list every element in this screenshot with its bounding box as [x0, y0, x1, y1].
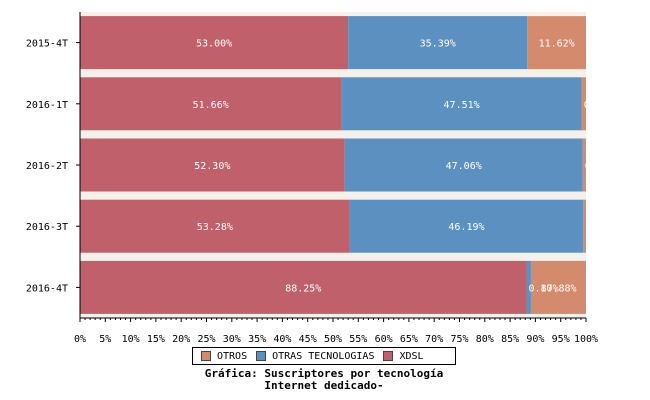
caption-line-2: Internet dedicado- [264, 379, 384, 392]
x-tick-label: 5% [99, 334, 111, 345]
chart-caption: Gráfica: Suscriptores por tecnología Int… [194, 368, 454, 392]
x-tick-label: 90% [526, 334, 544, 345]
x-tick-label: 55% [349, 334, 367, 345]
data-label: 35.39% [420, 39, 456, 50]
bar-otras-tecnologias-2015-4t [348, 16, 528, 70]
x-tick-label: 80% [476, 334, 494, 345]
category-label: 2016-4T [26, 283, 68, 294]
data-label: 47.51% [444, 100, 480, 111]
legend-item-xdsl: XDSL [383, 350, 424, 362]
x-tick-label: 95% [552, 334, 570, 345]
bar-otros-2016-1t [581, 77, 586, 131]
category-label: 2016-2T [26, 161, 68, 172]
x-tick-label: 35% [248, 334, 266, 345]
category-label: 2016-1T [26, 100, 68, 111]
bar-xdsl-2016-2t [80, 138, 345, 192]
bar-otros-2015-4t [527, 16, 587, 70]
legend: OTROS OTRAS TECNOLOGIAS XDSL [192, 347, 456, 365]
data-label: 0.8 [584, 100, 602, 111]
x-tick-label: 40% [273, 334, 291, 345]
legend-swatch-otras-tecnologias [256, 351, 267, 361]
legend-item-otras-tecnologias: OTRAS TECNOLOGIAS [256, 351, 374, 362]
data-label: 88.25% [285, 283, 321, 294]
x-tick-label: 0% [74, 334, 86, 345]
bar-otras-tecnologias-2016-2t [344, 138, 583, 192]
caption-line-1: Gráfica: Suscriptores por tecnología [204, 367, 444, 380]
data-label: 51.66% [193, 100, 229, 111]
bar-xdsl-2015-4t [80, 16, 349, 70]
x-tick-label: 75% [450, 334, 468, 345]
data-label: 10.88% [540, 283, 576, 294]
data-label: 11.62% [539, 39, 575, 50]
x-tick-label: 85% [501, 334, 519, 345]
plot-area: 53.00% 35.39% 11.62% 2015-4T 51.66% 47.51% 0.8… [26, 12, 603, 345]
data-label: 0.5 [585, 222, 603, 233]
data-label: 46.19% [448, 222, 484, 233]
data-label: 53.00% [196, 39, 232, 50]
x-tick-label: 25% [197, 334, 215, 345]
x-tick-label: 65% [400, 334, 418, 345]
stacked-bar-chart: 53.00% 35.39% 11.62% 2015-4T 51.66% 47.51% 0.8… [25, 12, 603, 345]
x-tick-label: 10% [122, 334, 140, 345]
bar-xdsl-2016-1t [80, 77, 342, 131]
data-label: 47.06% [446, 161, 482, 172]
x-tick-label: 30% [223, 334, 241, 345]
x-tick-label: 60% [375, 334, 393, 345]
data-label: 0.87% [529, 283, 559, 294]
bar-otros-2016-3t [583, 199, 586, 253]
data-label: 0.6 [585, 161, 603, 172]
x-tick-label: 45% [299, 334, 317, 345]
bar-otras-tecnologias-2016-4t [526, 260, 531, 314]
bar-otros-2016-4t [530, 260, 586, 314]
bar-otras-tecnologias-2016-1t [341, 77, 582, 131]
x-tick-label: 15% [147, 334, 165, 345]
legend-label-otras-tecnologias: OTRAS TECNOLOGIAS [272, 350, 375, 362]
x-tick-label: 50% [324, 334, 342, 345]
x-tick-label: 100% [574, 334, 598, 345]
bar-otros-2016-2t [582, 138, 586, 192]
legend-label-xdsl: XDSL [399, 350, 424, 362]
bar-otras-tecnologias-2016-3t [349, 199, 584, 253]
legend-label-otros: OTROS [217, 350, 248, 362]
data-label: 53.28% [197, 222, 233, 233]
legend-swatch-otros [201, 351, 211, 361]
data-label: 52.30% [194, 161, 230, 172]
bar-xdsl-2016-4t [80, 260, 527, 314]
category-label: 2015-4T [26, 39, 68, 50]
category-label: 2016-3T [26, 222, 68, 233]
legend-item-otros: OTROS [201, 351, 247, 362]
bar-xdsl-2016-3t [80, 199, 350, 253]
x-tick-label: 20% [172, 334, 190, 345]
x-tick-label: 70% [425, 334, 443, 345]
legend-swatch-xdsl [383, 351, 394, 361]
